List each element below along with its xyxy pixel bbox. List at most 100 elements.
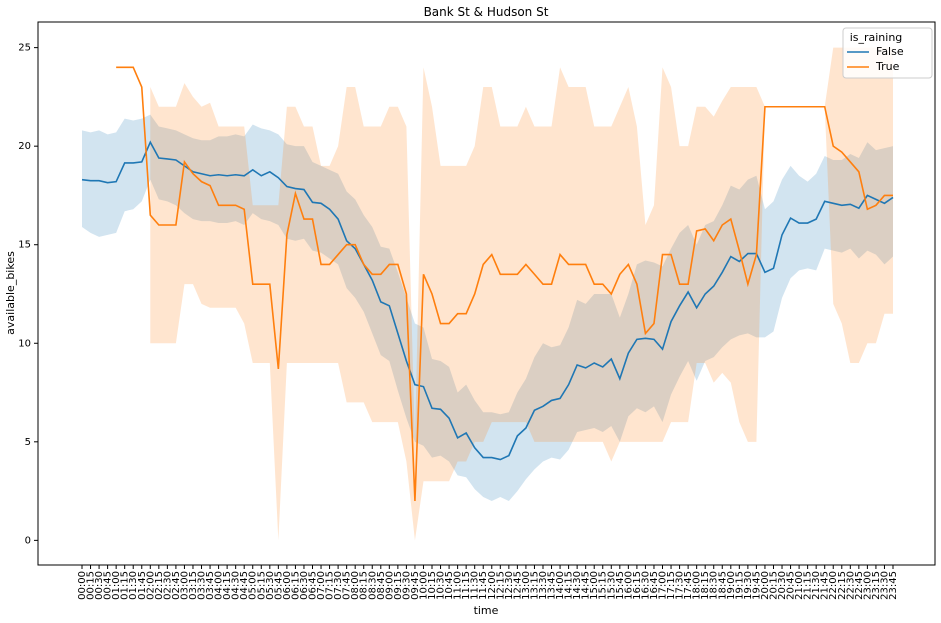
- x-tick-label: 00:00: [77, 571, 88, 600]
- x-tick-label: 05:15: [256, 571, 267, 600]
- x-tick-label: 09:30: [401, 571, 412, 600]
- x-tick-label: 22:30: [845, 571, 856, 600]
- y-axis-label: available_bikes: [4, 251, 17, 335]
- x-tick-label: 17:45: [683, 571, 694, 600]
- x-tick-label: 22:45: [854, 571, 865, 600]
- legend-label: False: [876, 45, 904, 58]
- x-tick-label: 07:15: [325, 571, 336, 600]
- x-tick-label: 15:15: [598, 571, 609, 600]
- y-tick-label: 0: [25, 535, 31, 546]
- x-tick-label: 13:15: [529, 571, 540, 600]
- legend-label: True: [875, 60, 900, 73]
- x-tick-label: 08:15: [359, 571, 370, 600]
- chart-title: Bank St & Hudson St: [424, 5, 549, 19]
- x-tick-label: 10:15: [427, 571, 438, 600]
- x-tick-label: 09:00: [384, 571, 395, 600]
- y-tick-label: 20: [18, 141, 31, 152]
- x-tick-label: 08:00: [350, 571, 361, 600]
- x-tick-label: 21:15: [803, 571, 814, 600]
- x-tick-label: 16:15: [632, 571, 643, 600]
- x-tick-label: 20:45: [786, 571, 797, 600]
- x-tick-label: 11:00: [453, 571, 464, 600]
- x-tick-label: 02:30: [162, 571, 173, 600]
- plot-frame: [37, 21, 936, 566]
- legend: is_raining False True: [842, 27, 933, 79]
- x-tick-label: 17:30: [675, 571, 686, 600]
- x-tick-label: 08:45: [376, 571, 387, 600]
- x-tick-label: 11:15: [461, 571, 472, 600]
- x-tick-label: 12:45: [512, 571, 523, 600]
- x-tick-label: 04:45: [239, 571, 250, 600]
- x-tick-label: 05:45: [273, 571, 284, 600]
- x-tick-label: 17:00: [658, 571, 669, 600]
- confidence-band: [82, 114, 893, 501]
- x-tick-label: 19:00: [726, 571, 737, 600]
- x-tick-label: 06:00: [282, 571, 293, 600]
- x-tick-label: 04:30: [231, 571, 242, 600]
- legend-title: is_raining: [850, 31, 903, 44]
- x-tick-label: 07:45: [342, 571, 353, 600]
- x-tick-label: 01:00: [111, 571, 122, 600]
- x-tick-label: 02:45: [171, 571, 182, 600]
- x-tick-label: 11:30: [470, 571, 481, 600]
- x-tick-label: 06:15: [290, 571, 301, 600]
- x-tick-label: 04:15: [222, 571, 233, 600]
- x-tick-label: 06:45: [307, 571, 318, 600]
- x-tick-label: 10:30: [436, 571, 447, 600]
- x-tick-label: 01:15: [120, 571, 131, 600]
- x-tick-label: 03:00: [179, 571, 190, 600]
- x-tick-label: 15:45: [615, 571, 626, 600]
- x-tick-label: 07:30: [333, 571, 344, 600]
- x-tick-label: 12:15: [495, 571, 506, 600]
- x-tick-label: 18:00: [692, 571, 703, 600]
- x-tick-label: 17:15: [666, 571, 677, 600]
- x-axis-label: time: [474, 604, 499, 617]
- x-tick-label: 16:00: [623, 571, 634, 600]
- x-tick-label: 21:30: [811, 571, 822, 600]
- x-tick-label: 20:00: [760, 571, 771, 600]
- x-tick-label: 22:00: [828, 571, 839, 600]
- x-tick-label: 03:30: [197, 571, 208, 600]
- confidence-band: [150, 47, 893, 541]
- x-tick-label: 00:15: [86, 571, 97, 600]
- x-tick-label: 23:45: [888, 571, 899, 600]
- x-tick-label: 14:00: [555, 571, 566, 600]
- x-tick-label: 00:30: [94, 571, 105, 600]
- y-tick-label: 10: [18, 338, 31, 349]
- x-tick-label: 03:15: [188, 571, 199, 600]
- x-tick-label: 13:30: [538, 571, 549, 600]
- x-tick-label: 14:30: [572, 571, 583, 600]
- x-tick-label: 09:45: [410, 571, 421, 600]
- x-tick-label: 04:00: [214, 571, 225, 600]
- x-tick-label: 09:15: [393, 571, 404, 600]
- x-tick-label: 23:00: [862, 571, 873, 600]
- x-tick-label: 20:30: [777, 571, 788, 600]
- x-tick-label: 03:45: [205, 571, 216, 600]
- y-tick-label: 5: [25, 437, 31, 448]
- x-tick-label: 18:45: [717, 571, 728, 600]
- line: [81, 140, 894, 461]
- x-tick-label: 19:30: [743, 571, 754, 600]
- x-tick-label: 02:00: [145, 571, 156, 600]
- x-tick-label: 10:45: [444, 571, 455, 600]
- x-tick-label: 18:15: [700, 571, 711, 600]
- x-tick-label: 12:30: [504, 571, 515, 600]
- x-tick-label: 20:15: [768, 571, 779, 600]
- x-tick-label: 23:30: [879, 571, 890, 600]
- x-tick-label: 13:00: [521, 571, 532, 600]
- x-tick-label: 10:00: [418, 571, 429, 600]
- x-tick-label: 01:45: [137, 571, 148, 600]
- x-tick-label: 19:45: [751, 571, 762, 600]
- x-tick-label: 22:15: [837, 571, 848, 600]
- x-tick-label: 14:15: [564, 571, 575, 600]
- x-tick-label: 00:45: [103, 571, 114, 600]
- x-tick-label: 16:30: [640, 571, 651, 600]
- x-tick-label: 11:45: [478, 571, 489, 600]
- x-tick-label: 21:45: [820, 571, 831, 600]
- x-tick-label: 07:00: [316, 571, 327, 600]
- plot-area: [81, 47, 894, 541]
- x-tick-label: 21:00: [794, 571, 805, 600]
- x-tick-label: 13:45: [547, 571, 558, 600]
